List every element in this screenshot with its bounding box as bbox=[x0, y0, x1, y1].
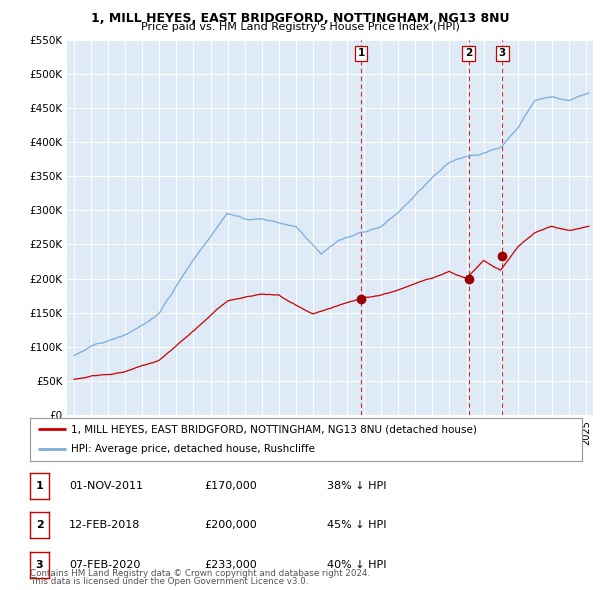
Text: 45% ↓ HPI: 45% ↓ HPI bbox=[327, 520, 386, 530]
Text: HPI: Average price, detached house, Rushcliffe: HPI: Average price, detached house, Rush… bbox=[71, 444, 315, 454]
Text: £233,000: £233,000 bbox=[204, 560, 257, 569]
Text: 1: 1 bbox=[36, 481, 43, 490]
Text: Contains HM Land Registry data © Crown copyright and database right 2024.: Contains HM Land Registry data © Crown c… bbox=[30, 569, 370, 578]
Text: £170,000: £170,000 bbox=[204, 481, 257, 490]
Text: 2: 2 bbox=[36, 520, 43, 530]
Text: 38% ↓ HPI: 38% ↓ HPI bbox=[327, 481, 386, 490]
Text: 1, MILL HEYES, EAST BRIDGFORD, NOTTINGHAM, NG13 8NU: 1, MILL HEYES, EAST BRIDGFORD, NOTTINGHA… bbox=[91, 12, 509, 25]
Text: 01-NOV-2011: 01-NOV-2011 bbox=[69, 481, 143, 490]
Text: 1: 1 bbox=[358, 48, 365, 58]
Text: 3: 3 bbox=[36, 560, 43, 569]
Text: 40% ↓ HPI: 40% ↓ HPI bbox=[327, 560, 386, 569]
Text: 07-FEB-2020: 07-FEB-2020 bbox=[69, 560, 140, 569]
Text: 1, MILL HEYES, EAST BRIDGFORD, NOTTINGHAM, NG13 8NU (detached house): 1, MILL HEYES, EAST BRIDGFORD, NOTTINGHA… bbox=[71, 424, 477, 434]
Text: This data is licensed under the Open Government Licence v3.0.: This data is licensed under the Open Gov… bbox=[30, 578, 308, 586]
Text: Price paid vs. HM Land Registry's House Price Index (HPI): Price paid vs. HM Land Registry's House … bbox=[140, 22, 460, 32]
Text: 2: 2 bbox=[465, 48, 472, 58]
Text: £200,000: £200,000 bbox=[204, 520, 257, 530]
Text: 3: 3 bbox=[499, 48, 506, 58]
Text: 12-FEB-2018: 12-FEB-2018 bbox=[69, 520, 140, 530]
